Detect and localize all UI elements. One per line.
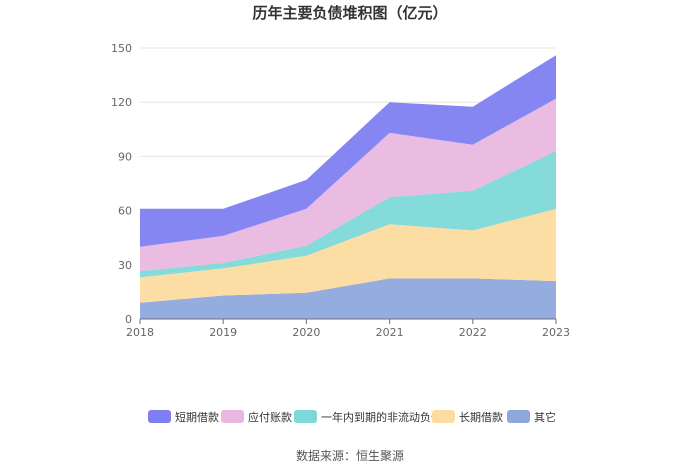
legend-item[interactable]: 短期借款 [148, 410, 219, 424]
y-tick-label: 0 [125, 313, 132, 326]
legend-label: 长期借款 [459, 410, 503, 424]
y-tick-label: 150 [111, 42, 132, 55]
data-source-note: 数据来源：恒生聚源 [296, 448, 404, 463]
x-tick-label: 2020 [292, 326, 320, 339]
legend-item[interactable]: 长期借款 [432, 410, 503, 424]
x-tick-label: 2018 [126, 326, 154, 339]
legend-swatch [432, 410, 455, 423]
legend-swatch [294, 410, 317, 423]
x-tick-label: 2019 [209, 326, 237, 339]
y-tick-label: 30 [118, 259, 132, 272]
legend-item[interactable]: 一年内到期的非流动负债 [294, 410, 442, 424]
area-series-2 [140, 151, 556, 278]
y-tick-label: 120 [111, 96, 132, 109]
legend-label: 一年内到期的非流动负债 [321, 410, 442, 424]
legend-swatch [221, 410, 244, 423]
legend-label: 应付账款 [248, 410, 292, 424]
y-tick-label: 90 [118, 150, 132, 163]
x-tick-label: 2023 [542, 326, 570, 339]
y-tick-label: 60 [118, 205, 132, 218]
legend-swatch [507, 410, 530, 423]
axes: 0 30 60 90 120 150 2018 2019 2020 2021 2022 2023 [111, 42, 570, 339]
area-series-4 [140, 55, 556, 247]
area-series-1 [140, 208, 556, 303]
chart-title: 历年主要负债堆积图（亿元） [252, 4, 447, 22]
x-tick-label: 2022 [459, 326, 487, 339]
area-series [140, 55, 556, 319]
area-series-0 [140, 278, 556, 319]
area-series-3 [140, 98, 556, 272]
legend-item[interactable]: 应付账款 [221, 410, 292, 424]
x-tick-label: 2021 [376, 326, 404, 339]
legend-label: 短期借款 [175, 410, 219, 424]
legend-swatch [148, 410, 171, 423]
legend: 短期借款 应付账款 一年内到期的非流动负债 长期借款 其它 [148, 410, 556, 424]
legend-label: 其它 [534, 410, 556, 424]
legend-item[interactable]: 其它 [507, 410, 556, 424]
